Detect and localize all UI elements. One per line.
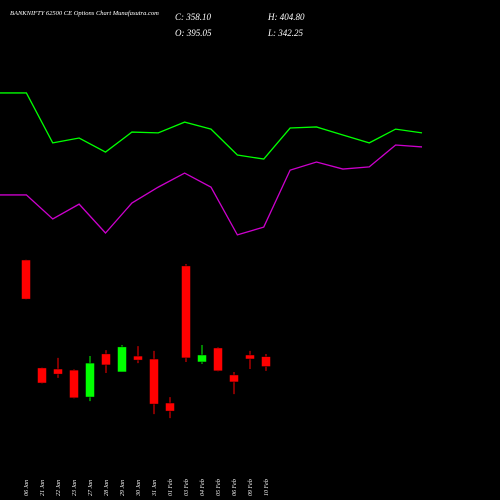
candle-body (261, 356, 271, 367)
candle-body (229, 374, 239, 383)
x-tick-label: 29 Jan (120, 480, 126, 496)
x-tick-label: 27 Jan (88, 480, 94, 496)
x-tick-label: 31 Jan (152, 480, 158, 497)
ohlc-label: L: 342.25 (267, 28, 304, 38)
candle-body (181, 265, 191, 359)
candle-body (37, 367, 47, 384)
candle-body (21, 259, 31, 300)
candle-body (213, 347, 223, 372)
x-tick-label: 30 Jan (136, 480, 142, 497)
candle-body (245, 354, 255, 360)
x-tick-label: 01 Feb (168, 479, 174, 496)
x-tick-label: 10 Feb (264, 479, 270, 496)
x-tick-label: 03 Feb (184, 479, 190, 496)
candle-body (165, 402, 175, 412)
candle-body (133, 355, 143, 361)
ohlc-label: O: 395.05 (175, 28, 212, 38)
x-tick-label: 22 Jan (56, 480, 62, 496)
ohlc-label: C: 358.10 (175, 12, 212, 22)
indicator-line (0, 144, 423, 236)
candle-body (149, 358, 159, 405)
ohlc-label: H: 404.80 (267, 12, 305, 22)
x-tick-label: 06 Jan (24, 480, 30, 496)
x-tick-label: 06 Feb (232, 479, 238, 496)
x-tick-label: 21 Jan (40, 480, 46, 496)
x-tick-label: 28 Jan (104, 480, 110, 496)
candle-body (101, 353, 111, 366)
x-tick-label: 05 Feb (216, 479, 222, 496)
candle-body (197, 354, 207, 363)
candle-body (117, 346, 127, 373)
x-tick-label: 09 Feb (248, 479, 254, 496)
x-tick-label: 23 Jan (72, 480, 78, 496)
chart-title: BANKNIFTY 62500 CE Options Chart Munafas… (10, 10, 159, 17)
candle-body (53, 368, 63, 375)
candle-body (69, 369, 79, 399)
x-tick-label: 04 Feb (199, 479, 206, 496)
indicator-line (0, 92, 423, 160)
candle-body (85, 362, 95, 398)
